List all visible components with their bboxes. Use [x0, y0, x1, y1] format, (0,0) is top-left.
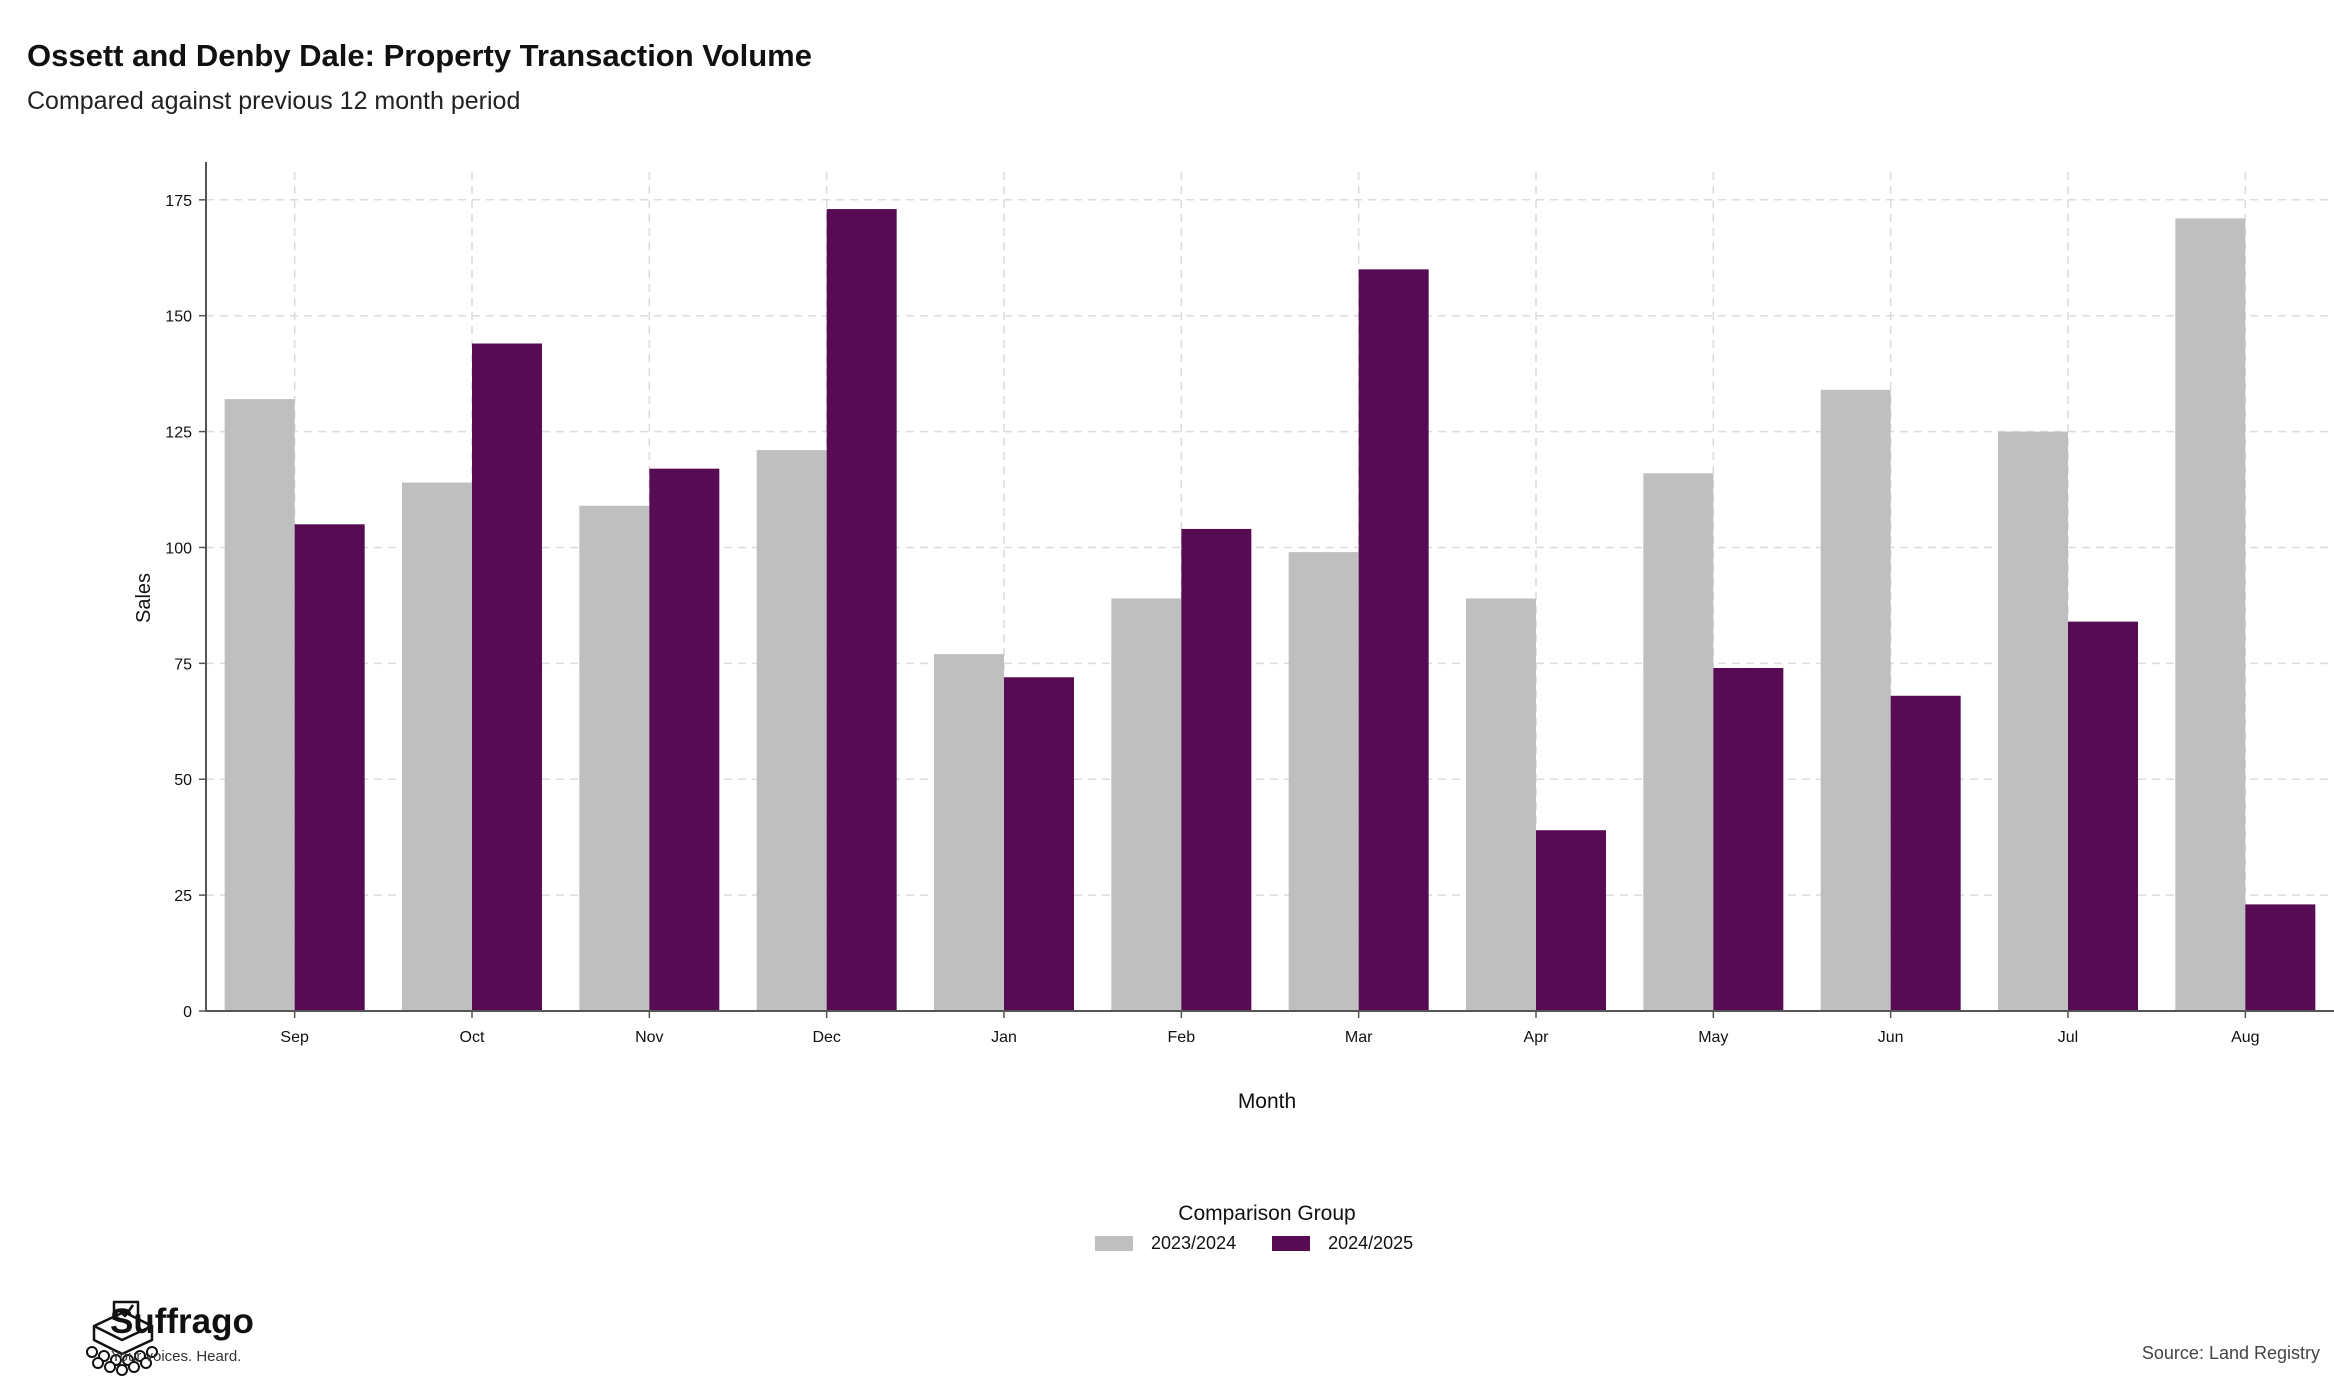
- legend-label-2024-2025: 2024/2025: [1328, 1233, 1414, 1253]
- bar-2024-2025-jan: [1004, 677, 1074, 1011]
- grid-lines: [206, 172, 2334, 1011]
- bar-2023-2024-jan: [934, 654, 1004, 1011]
- legend-item-2023-2024: 2023/2024: [1095, 1233, 1236, 1254]
- legend-title: Comparison Group: [1178, 1202, 1356, 1225]
- bar-2023-2024-apr: [1466, 598, 1536, 1011]
- bar-2023-2024-oct: [402, 482, 472, 1011]
- source-note: Source: Land Registry: [2141, 1343, 2320, 1363]
- bar-2023-2024-aug: [2175, 218, 2246, 1012]
- x-tick-label: Sep: [280, 1029, 309, 1046]
- bar-2024-2025-nov: [649, 468, 720, 1012]
- bar-2024-2025-mar: [1358, 269, 1429, 1011]
- x-tick-label: Oct: [460, 1029, 485, 1046]
- x-tick-label: May: [1698, 1029, 1728, 1046]
- y-tick-labels: 0 25 50 75 100 125 150 175: [165, 193, 192, 1021]
- bar-2023-2024-dec: [756, 450, 827, 1011]
- y-tick-label: 150: [165, 309, 192, 326]
- y-tick-label: 100: [165, 540, 192, 557]
- bar-2023-2024-may: [1643, 473, 1714, 1011]
- axes: [199, 162, 2334, 1018]
- chart-subtitle: Compared against previous 12 month perio…: [27, 87, 521, 115]
- bar-2024-2025-oct: [472, 343, 542, 1011]
- y-tick-label: 0: [183, 1004, 192, 1021]
- bar-2024-2025-apr: [1536, 830, 1606, 1011]
- brand-name: Suffrago: [110, 1302, 254, 1341]
- bar-chart: 0 25 50 75 100 125 150 175 Sep Oct Nov Dec Jan Feb Ma…: [133, 162, 2334, 1113]
- x-tick-labels: Sep Oct Nov Dec Jan Feb Mar Apr May Jun Jul Aug: [280, 1029, 2259, 1046]
- legend: 2023/2024 2024/2025: [1095, 1233, 1449, 1254]
- bar-2023-2024-jul: [1998, 431, 2068, 1012]
- y-tick-label: 25: [174, 888, 192, 905]
- x-tick-label: Jul: [2058, 1029, 2078, 1046]
- x-tick-label: Apr: [1524, 1029, 1550, 1046]
- bar-2024-2025-aug: [2245, 904, 2316, 1011]
- x-axis-label: Month: [1238, 1090, 1296, 1113]
- bar-2024-2025-jul: [2068, 621, 2138, 1011]
- y-tick-label: 50: [174, 772, 192, 789]
- x-tick-label: Nov: [635, 1029, 663, 1046]
- x-tick-label: Jun: [1878, 1029, 1904, 1046]
- bar-2023-2024-jun: [1820, 389, 1891, 1011]
- y-tick-label: 75: [174, 656, 192, 673]
- bar-2024-2025-feb: [1181, 528, 1252, 1011]
- chart-title: Ossett and Denby Dale: Property Transact…: [27, 38, 812, 73]
- bar-2024-2025-jun: [1890, 695, 1961, 1011]
- brand-tagline: Your voices. Heard.: [111, 1348, 242, 1365]
- legend-swatch-2024-2025: [1272, 1236, 1311, 1251]
- legend-swatch-2023-2024: [1095, 1236, 1133, 1251]
- bar-2024-2025-may: [1713, 667, 1784, 1011]
- y-tick-label: 125: [165, 425, 192, 442]
- x-tick-label: Feb: [1168, 1029, 1196, 1046]
- x-tick-label: Aug: [2231, 1029, 2259, 1046]
- bar-2023-2024-feb: [1111, 598, 1182, 1011]
- x-tick-label: Mar: [1345, 1029, 1373, 1046]
- bar-2024-2025-dec: [826, 209, 897, 1011]
- x-tick-label: Jan: [991, 1029, 1017, 1046]
- bars: [224, 209, 2316, 1012]
- bar-2023-2024-mar: [1288, 552, 1359, 1011]
- ballot-box-icon: [86, 1300, 158, 1376]
- y-tick-label: 175: [165, 193, 192, 210]
- x-tick-label: Dec: [812, 1029, 840, 1046]
- legend-label-2023-2024: 2023/2024: [1151, 1233, 1237, 1253]
- legend-item-2024-2025: 2024/2025: [1272, 1233, 1413, 1254]
- y-axis-label: Sales: [133, 573, 155, 623]
- bar-2023-2024-sep: [224, 399, 295, 1012]
- bar-2024-2025-sep: [294, 524, 365, 1011]
- bar-2023-2024-nov: [579, 505, 650, 1011]
